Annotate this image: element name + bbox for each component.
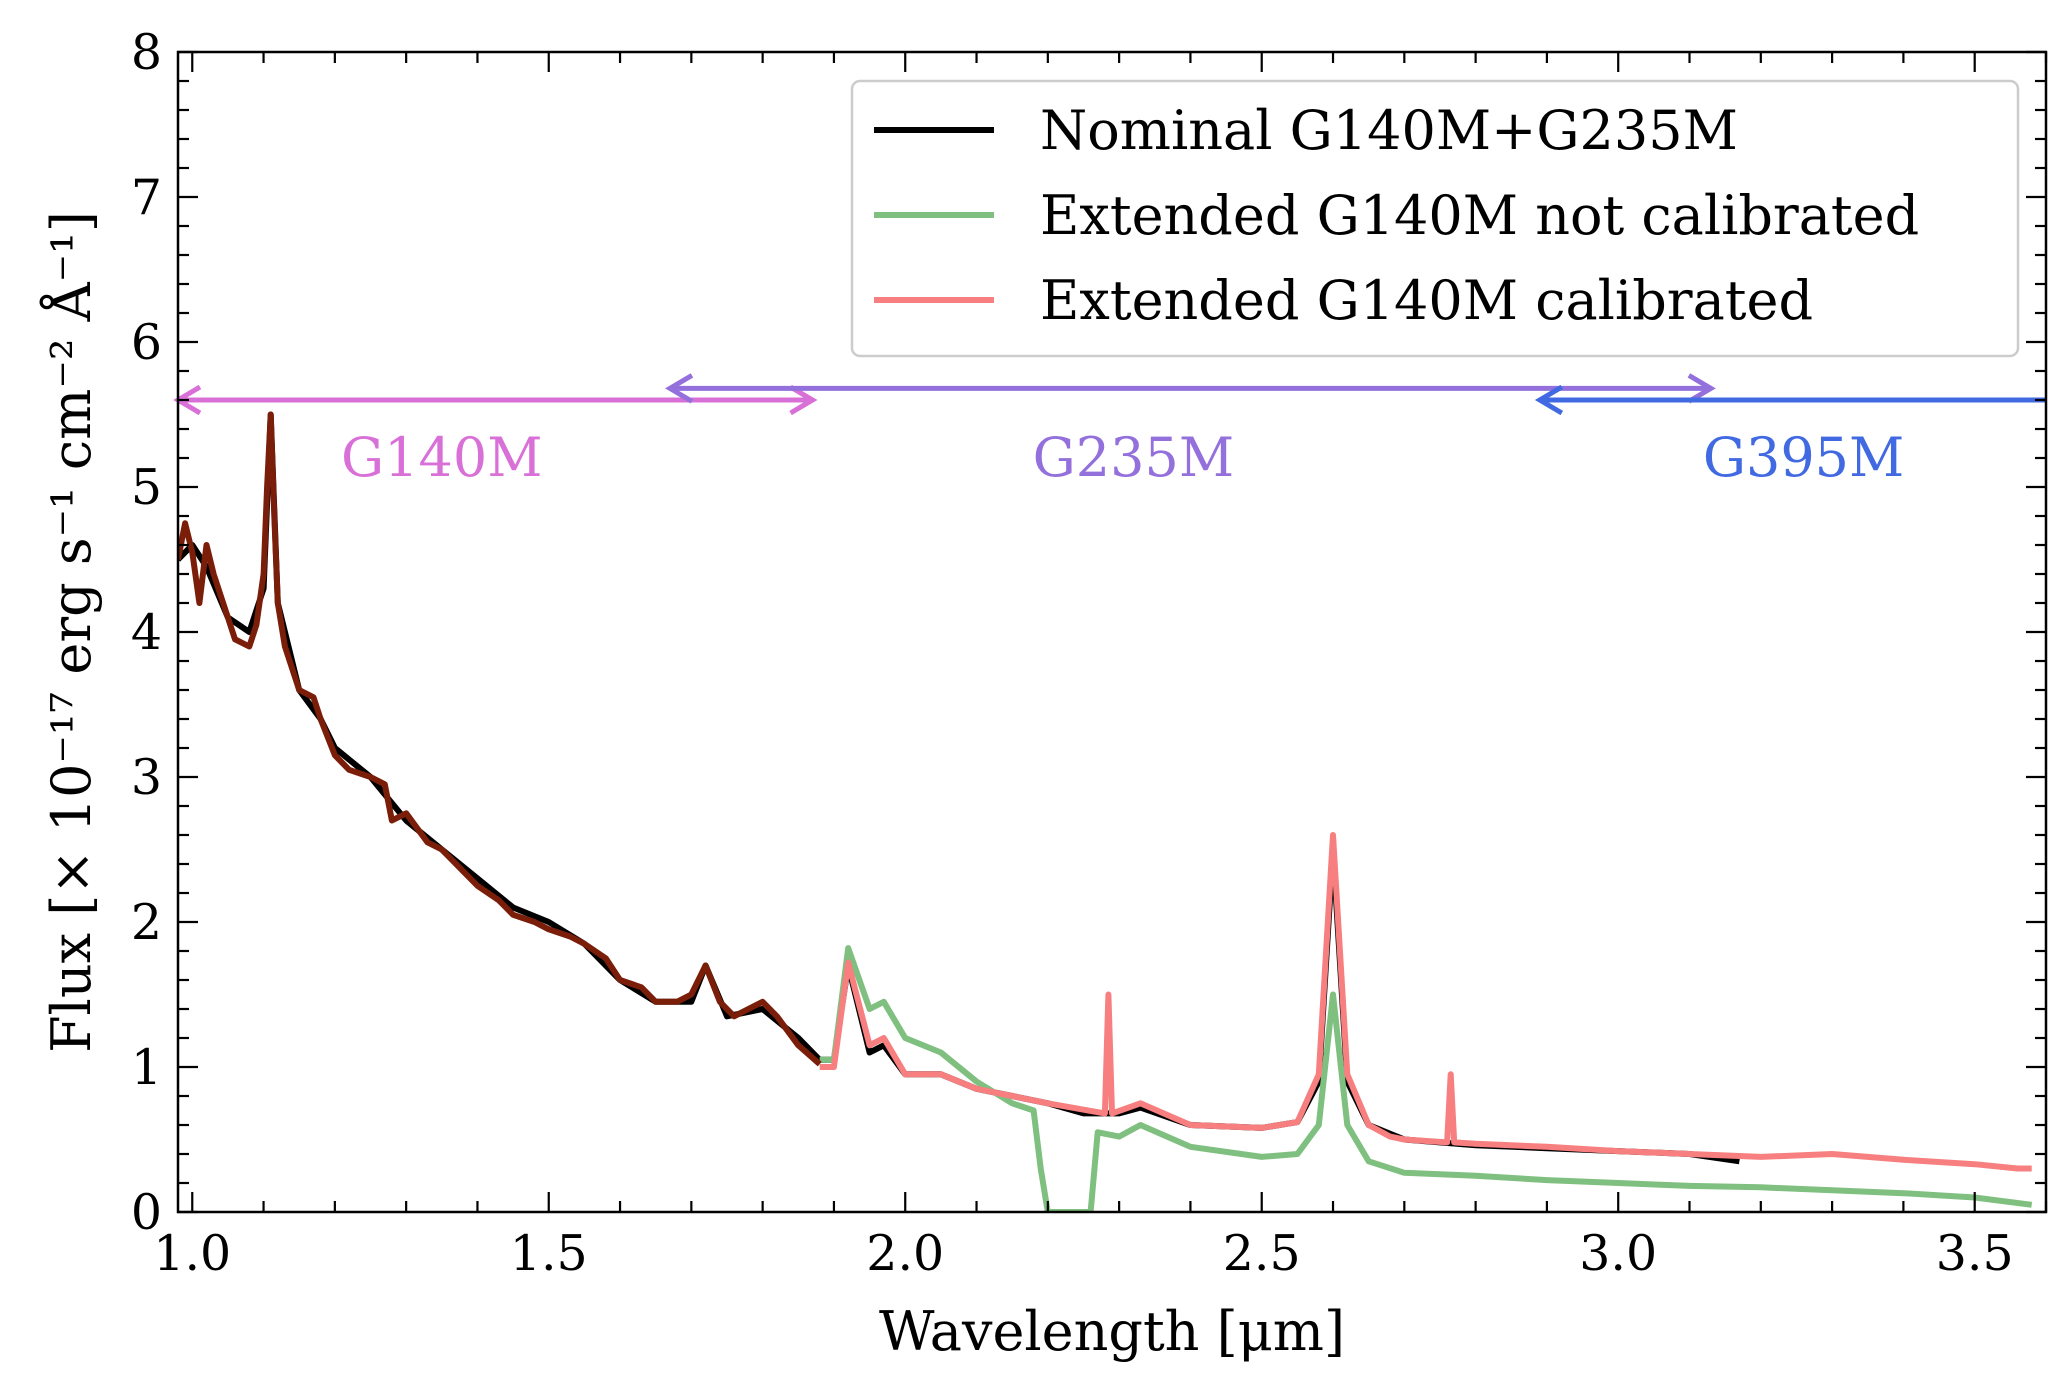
x-tick-label: 1.0 xyxy=(153,1225,231,1282)
range-arrow-g235m xyxy=(665,373,1716,404)
series-line-combined-trace xyxy=(178,411,822,1067)
legend: Nominal G140M+G235M Extended G140M not ca… xyxy=(850,79,2020,358)
y-axis-label: Flux [× 10⁻¹⁷ erg s⁻¹ cm⁻² Å⁻¹] xyxy=(38,211,103,1053)
x-tick-label: 2.0 xyxy=(866,1225,944,1282)
y-tick-label: 1 xyxy=(131,1039,162,1096)
legend-entry-not-calibrated: Extended G140M not calibrated xyxy=(874,184,1919,247)
x-tick-label: 3.0 xyxy=(1579,1225,1657,1282)
legend-label: Extended G140M calibrated xyxy=(1040,269,1813,332)
grating-range-layer: G140M G235M G395M xyxy=(173,373,2046,489)
x-tick-label: 2.5 xyxy=(1223,1225,1301,1282)
legend-label: Extended G140M not calibrated xyxy=(1040,184,1919,247)
series-layer xyxy=(178,411,2033,1212)
legend-entry-nominal: Nominal G140M+G235M xyxy=(874,99,1738,162)
range-label-g235m: G235M xyxy=(1033,426,1235,489)
legend-box xyxy=(850,79,2020,358)
y-tick-label: 7 xyxy=(131,169,162,226)
range-arrow-g395m xyxy=(1534,384,2046,416)
legend-label: Nominal G140M+G235M xyxy=(1040,99,1738,162)
series-line-extended-calibrated xyxy=(819,832,2032,1172)
axes-layer: 1.0 1.5 2.0 2.5 3.0 3.5 0 1 2 3 4 5 6 7 8 xyxy=(131,24,2048,1282)
legend-entry-calibrated: Extended G140M calibrated xyxy=(874,269,1813,332)
y-tick-label: 3 xyxy=(131,749,162,806)
y-tick-label: 6 xyxy=(131,314,162,371)
series-line-extended-not-calibrated xyxy=(819,945,2033,1212)
y-tick-label: 4 xyxy=(131,604,162,661)
x-tick-label: 1.5 xyxy=(510,1225,588,1282)
x-tick-label: 3.5 xyxy=(1936,1225,2014,1282)
y-tick-label: 5 xyxy=(131,459,162,516)
range-label-g140m: G140M xyxy=(341,426,543,489)
x-axis-label: Wavelength [μm] xyxy=(879,1300,1345,1363)
y-tick-label: 0 xyxy=(131,1184,162,1241)
y-tick-label: 2 xyxy=(131,894,162,951)
y-tick-label: 8 xyxy=(131,24,162,81)
range-label-g395m: G395M xyxy=(1703,426,1905,489)
